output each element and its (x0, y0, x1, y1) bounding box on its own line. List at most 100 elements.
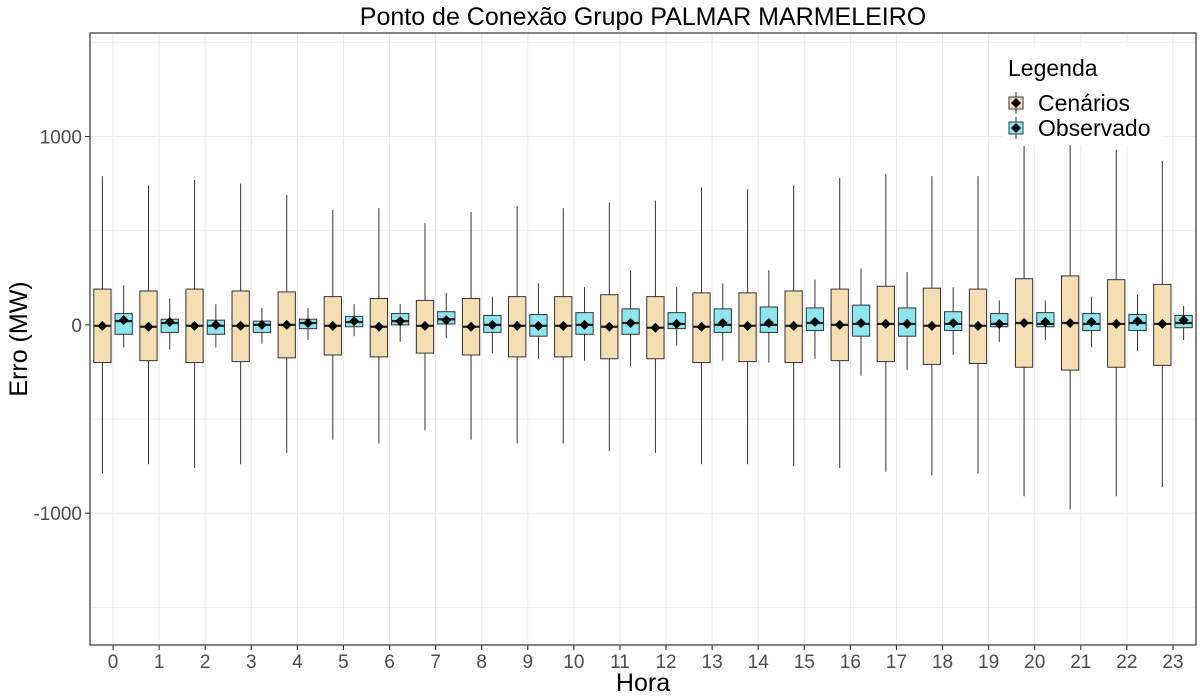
y-tick-label: 0 (71, 316, 82, 337)
x-tick-label: 17 (886, 652, 907, 673)
mean-marker (880, 318, 891, 329)
boxplot-observado (897, 272, 917, 371)
boxplot-cenarios (1153, 161, 1172, 487)
x-tick-label: 6 (384, 652, 395, 673)
boxplot-observado (344, 304, 364, 337)
x-tick-label: 5 (338, 652, 349, 673)
boxplot-cenarios (876, 174, 895, 472)
x-tick-label: 22 (1116, 652, 1137, 673)
x-tick-label: 16 (840, 652, 861, 673)
legend-item: Cenários (1008, 90, 1130, 116)
boxplot-cenarios (1061, 138, 1080, 510)
x-tick-label: 23 (1162, 652, 1183, 673)
boxplot-observado (713, 283, 732, 361)
x-tick-label: 19 (978, 652, 999, 673)
boxplot-cenarios (646, 200, 665, 453)
boxplot-cenarios (1014, 145, 1034, 497)
mean-marker (466, 321, 477, 332)
y-tick-label: 1000 (40, 128, 82, 149)
mean-marker (604, 321, 615, 332)
boxplot-cenarios (600, 202, 619, 452)
y-axis-title: Erro (MW) (5, 281, 33, 396)
mean-marker (118, 315, 129, 326)
x-tick-label: 3 (246, 652, 257, 673)
boxplot-cenarios (93, 176, 112, 474)
boxplot-observado (114, 285, 133, 348)
mean-marker (926, 320, 937, 331)
boxplot-cenarios (231, 183, 250, 465)
x-tick-label: 12 (655, 652, 676, 673)
mean-marker (487, 319, 498, 330)
mean-marker (809, 317, 820, 328)
x-tick-label: 1 (154, 652, 165, 673)
mean-marker (256, 319, 267, 330)
y-tick-label: -1000 (33, 504, 82, 525)
boxplot-observado (1082, 296, 1101, 348)
mean-marker (1132, 316, 1143, 327)
boxplot-cenarios (1107, 149, 1126, 497)
mean-marker (235, 320, 246, 331)
x-tick-label: 8 (476, 652, 487, 673)
boxplot-cenarios (968, 176, 988, 474)
mean-marker (1178, 315, 1189, 326)
legend-key-mean (1011, 98, 1021, 108)
mean-marker (763, 317, 774, 328)
mean-marker (696, 321, 707, 332)
boxplot-cenarios (738, 189, 757, 465)
x-tick-label: 21 (1070, 652, 1091, 673)
mean-marker (281, 319, 292, 330)
mean-marker (579, 319, 590, 330)
x-tick-label: 13 (702, 652, 723, 673)
mean-marker (1040, 317, 1051, 328)
boxplot-cenarios (277, 194, 296, 453)
mean-marker (717, 317, 728, 328)
mean-marker (671, 318, 682, 329)
boxplot-observado (805, 279, 825, 359)
x-tick-label: 10 (563, 652, 584, 673)
boxplot-observado (160, 298, 179, 350)
mean-marker (742, 320, 753, 331)
mean-marker (650, 322, 661, 333)
grid (90, 33, 1196, 645)
mean-marker (512, 320, 523, 331)
x-tick-label: 18 (932, 652, 953, 673)
mean-marker (625, 317, 636, 328)
x-axis-title: Hora (616, 669, 670, 697)
mean-marker (558, 320, 569, 331)
boxplot-cenarios (922, 176, 942, 476)
chart-title: Ponto de Conexão Grupo PALMAR MARMELEIRO (360, 3, 926, 31)
mean-marker (189, 320, 200, 331)
boxplot-observado (1036, 300, 1055, 340)
boxplot-observado (298, 307, 318, 340)
x-tick-label: 0 (108, 652, 119, 673)
x-tick-label: 20 (1024, 652, 1045, 673)
mean-marker (1019, 317, 1030, 328)
boxplot-cenarios (415, 223, 435, 431)
mean-marker (1157, 318, 1168, 329)
boxplot-observado (391, 304, 410, 342)
mean-marker (143, 321, 154, 332)
legend-item: Observado (1008, 115, 1151, 141)
mean-marker (788, 320, 799, 331)
boxplot-cenarios (508, 206, 527, 444)
boxplot-cenarios (323, 210, 342, 440)
x-tick-label: 15 (794, 652, 815, 673)
boxplot-observado (252, 307, 272, 344)
boxplot-observado (1174, 306, 1193, 340)
mean-marker (349, 316, 360, 327)
boxplot-cenarios (369, 208, 389, 444)
mean-marker (1111, 318, 1122, 329)
boxplot-observado (990, 300, 1009, 342)
boxplot-cenarios (692, 187, 711, 465)
boxplot-observado (483, 296, 502, 354)
boxplot-cenarios (554, 208, 573, 444)
mean-marker (533, 320, 544, 331)
mean-marker (97, 320, 108, 331)
mean-marker (1086, 317, 1097, 328)
x-tick-label: 4 (292, 652, 303, 673)
boxplot-observado (206, 304, 225, 348)
legend-label: Cenários (1038, 90, 1130, 116)
x-tick-label: 11 (610, 652, 630, 673)
boxplot-observado (575, 287, 594, 361)
